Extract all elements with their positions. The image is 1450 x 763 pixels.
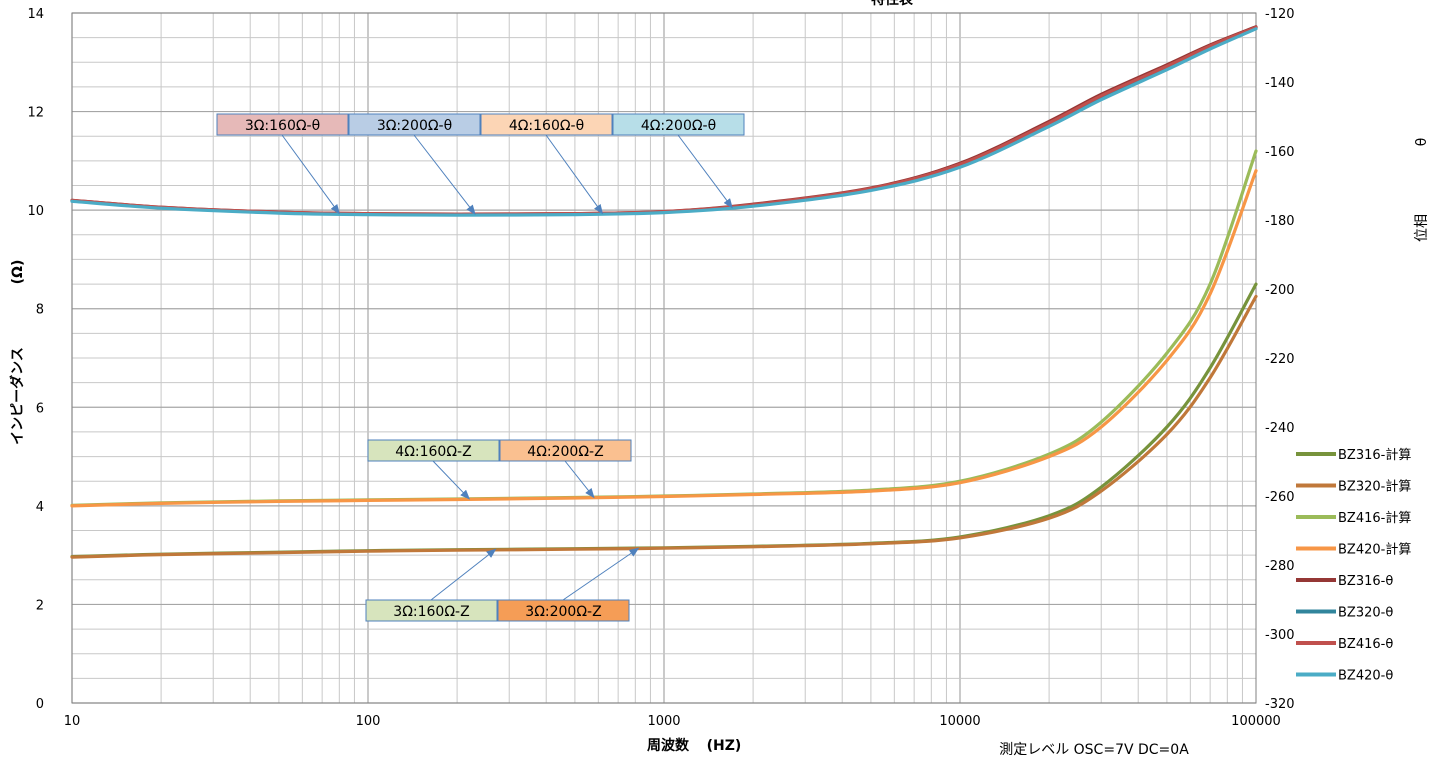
x-tick-label: 10000	[939, 714, 980, 729]
plot-border	[71, 12, 1257, 704]
callout-arrow	[413, 134, 476, 215]
callout-arrow	[281, 134, 340, 215]
callout-box	[365, 599, 498, 622]
callout-box	[348, 113, 481, 136]
x-tick-label: 100000	[1231, 714, 1281, 729]
callout-label: 3Ω:160Ω-Z	[393, 604, 469, 620]
y2-tick-label: -140	[1265, 76, 1295, 91]
callout-label: 4Ω:200Ω-θ	[641, 118, 716, 134]
y2-tick-label: -160	[1265, 145, 1295, 160]
callout-box	[480, 113, 613, 136]
callout-box	[216, 113, 349, 136]
measurement-note: 測定レベル OSC=7V DC=0A	[999, 742, 1189, 758]
y2-tick-label: -120	[1265, 7, 1295, 22]
y2-tick-label: -180	[1265, 214, 1295, 229]
series-line	[70, 294, 1258, 559]
callout-box	[367, 439, 500, 462]
callout-label: 3Ω:160Ω-θ	[245, 118, 320, 134]
legend: BZ316-計算 BZ320-計算 BZ416-計算 BZ420-計算 BZ316-θ B…	[1296, 447, 1411, 684]
y2-axis-label: 位相	[1414, 214, 1430, 242]
x-tick-label: 10	[64, 714, 81, 729]
callout-label: 4Ω:160Ω-Z	[395, 444, 471, 460]
x-axis-unit: (HZ)	[707, 738, 742, 754]
x-tick-label: 1000	[647, 714, 680, 729]
y-tick-label: 2	[36, 598, 44, 613]
y-tick-label: 0	[36, 697, 44, 712]
callout-label: 4Ω:160Ω-θ	[509, 118, 584, 134]
legend-label: BZ316-θ	[1338, 574, 1393, 589]
callout-arrow	[677, 134, 733, 209]
legend-label: BZ320-θ	[1338, 606, 1393, 621]
legend-label: BZ316-計算	[1338, 447, 1411, 463]
legend-label: BZ320-計算	[1338, 479, 1411, 495]
series-line	[70, 169, 1258, 508]
callout-label: 3Ω:200Ω-Z	[525, 604, 601, 620]
callout-arrow	[564, 460, 595, 499]
y-tick-label: 8	[36, 303, 44, 318]
callouts: 3Ω:160Ω-θ 3Ω:200Ω-θ 4Ω:160Ω-θ 4Ω:200Ω-θ 4Ω:1…	[216, 113, 745, 622]
y2-tick-label: -220	[1265, 352, 1295, 367]
legend-label: BZ416-θ	[1338, 637, 1393, 652]
x-axis-label: 周波数	[647, 737, 690, 754]
y-tick-label: 10	[27, 204, 44, 219]
y-tick-label: 6	[36, 401, 44, 416]
y2-tick-label: -260	[1265, 490, 1295, 505]
y2-tick-label: -200	[1265, 283, 1295, 298]
y2-axis-unit: θ	[1414, 138, 1430, 147]
callout-arrow	[545, 134, 604, 215]
series-line	[70, 27, 1258, 217]
y-tick-label: 14	[27, 7, 44, 22]
callout-label: 4Ω:200Ω-Z	[527, 444, 603, 460]
callout-box	[612, 113, 745, 136]
chart-title: 特性表	[871, 0, 914, 8]
y2-tick-label: -280	[1265, 559, 1295, 574]
callout-arrow	[430, 548, 497, 601]
x-tick-label: 100	[356, 714, 381, 729]
y-axis-unit: (Ω)	[10, 260, 26, 285]
y-tick-label: 12	[27, 106, 44, 121]
y2-tick-label: -320	[1265, 697, 1295, 712]
y-tick-label: 4	[36, 500, 44, 515]
legend-label: BZ420-θ	[1338, 669, 1393, 684]
y2-tick-label: -300	[1265, 628, 1295, 643]
callout-label: 3Ω:200Ω-θ	[377, 118, 452, 134]
callout-box	[499, 439, 632, 462]
legend-label: BZ416-計算	[1338, 510, 1411, 526]
callout-arrow	[432, 460, 471, 500]
legend-label: BZ420-計算	[1338, 542, 1411, 558]
y2-tick-label: -240	[1265, 421, 1295, 436]
callout-arrow	[562, 547, 640, 601]
y-axis-label: インピーダンス	[9, 347, 26, 445]
callout-box	[497, 599, 630, 622]
